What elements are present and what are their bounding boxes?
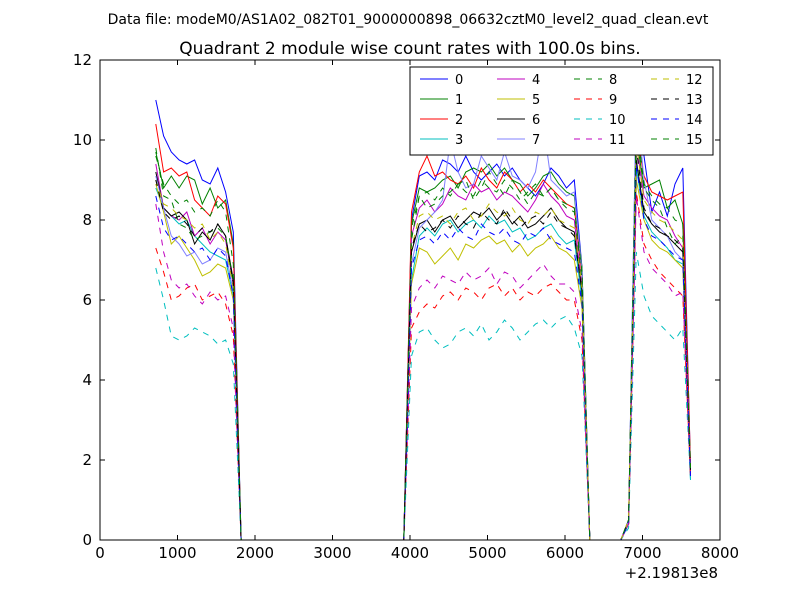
y-tick-label: 4 [82,371,92,389]
y-tick-label: 8 [82,211,92,229]
figure-suptitle: Data file: modeM0/AS1A02_082T01_90000008… [108,12,709,28]
x-tick-label: 3000 [313,544,351,562]
legend-label-6: 6 [532,113,540,128]
x-tick-label: 8000 [701,544,739,562]
series-line-0 [155,95,691,541]
legend-label-10: 10 [609,113,626,128]
legend-label-12: 12 [686,73,703,88]
x-tick-label: 5000 [468,544,506,562]
y-tick-label: 10 [73,131,92,149]
legend-label-14: 14 [686,113,703,128]
x-tick-label: 4000 [391,544,429,562]
legend-label-1: 1 [455,93,463,108]
legend-label-5: 5 [532,93,540,108]
x-offset-label: +2.19813e8 [625,564,718,582]
series-line-14 [155,163,691,541]
legend-label-3: 3 [455,133,463,148]
series-line-2 [155,123,691,541]
legend-label-11: 11 [609,133,626,148]
legend-label-2: 2 [455,113,463,128]
x-tick-label: 1000 [158,544,196,562]
legend-label-13: 13 [686,93,703,108]
x-tick-label: 6000 [546,544,584,562]
series-line-7 [155,95,691,541]
legend-label-7: 7 [532,133,540,148]
legend-label-8: 8 [609,73,617,88]
y-tick-label: 12 [73,51,92,69]
y-tick-label: 0 [82,531,92,549]
chart-title: Quadrant 2 module wise count rates with … [179,39,640,59]
y-tick-label: 2 [82,451,92,469]
x-tick-label: 0 [95,544,105,562]
legend-label-9: 9 [609,93,617,108]
x-tick-label: 7000 [623,544,661,562]
legend-label-0: 0 [455,73,463,88]
series-layer [155,95,691,541]
y-tick-label: 6 [82,291,92,309]
series-line-8 [155,115,691,541]
legend-box [409,66,714,156]
legend-label-4: 4 [532,73,540,88]
x-tick-label: 2000 [236,544,274,562]
x-axis: 0 1000 2000 3000 4000 5000 6000 7000 8000 [95,60,739,562]
legend-label-15: 15 [686,133,703,148]
